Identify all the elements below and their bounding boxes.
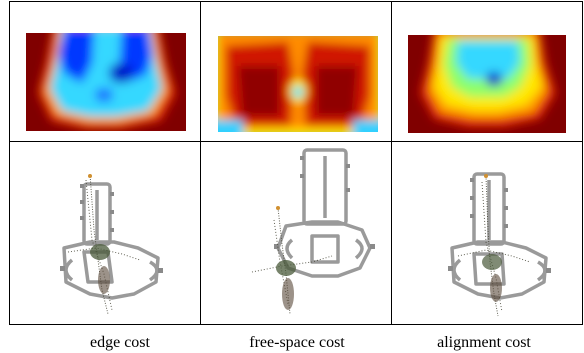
edge-cost-heatmap xyxy=(26,33,186,131)
caption-edge-cost: edge cost xyxy=(90,334,150,351)
column-divider-2 xyxy=(391,2,392,324)
alignment-cost-alignment-result xyxy=(434,170,564,322)
alignment-cost-heatmap xyxy=(408,35,566,133)
row-divider xyxy=(10,141,582,142)
caption-free-space-cost: free-space cost xyxy=(249,334,345,351)
edge-cost-alignment-result xyxy=(50,170,180,322)
free-space-cost-alignment-result xyxy=(242,144,382,322)
free-space-cost-heatmap xyxy=(218,36,378,132)
caption-alignment-cost: alignment cost xyxy=(437,334,531,351)
column-divider-1 xyxy=(200,2,201,324)
figure-grid xyxy=(9,1,583,325)
